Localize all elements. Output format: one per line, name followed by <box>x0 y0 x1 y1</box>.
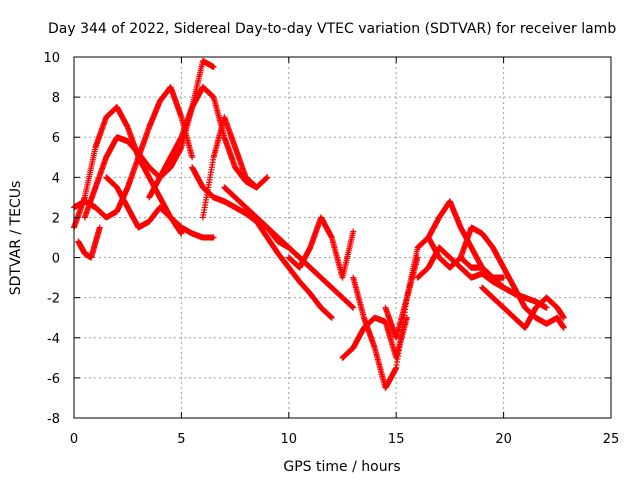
series-layer <box>71 58 567 391</box>
series-sat-j <box>221 184 357 311</box>
x-tick-label: 0 <box>70 432 78 447</box>
y-axis-label: SDTVAR / TECUs <box>8 181 24 296</box>
series-sat-e <box>75 224 103 261</box>
data-point <box>500 284 507 291</box>
y-tick-label: -8 <box>47 412 60 427</box>
x-tick-label: 10 <box>281 432 298 447</box>
y-tick-label: 10 <box>43 51 60 66</box>
series-sat-q <box>479 284 567 331</box>
data-point <box>210 64 217 71</box>
series-sat-k <box>285 214 357 281</box>
chart-title: Day 344 of 2022, Sidereal Day-to-day VTE… <box>48 21 616 37</box>
y-tick-label: 2 <box>52 211 60 226</box>
grid-layer <box>74 57 611 418</box>
y-tick-label: 4 <box>52 171 60 186</box>
data-point <box>210 234 217 241</box>
data-point <box>500 274 507 281</box>
data-point <box>560 324 567 331</box>
data-point <box>96 224 103 231</box>
data-point <box>189 154 196 161</box>
series-sat-p <box>457 224 567 331</box>
data-point <box>264 174 271 181</box>
x-tick-label: 20 <box>495 432 512 447</box>
data-point <box>350 228 357 235</box>
data-point <box>328 314 335 321</box>
y-tick-label: 6 <box>52 131 60 146</box>
series-sat-g <box>199 114 271 221</box>
x-tick-label: 15 <box>388 432 405 447</box>
data-point <box>178 230 185 237</box>
x-tick-label: 25 <box>603 432 620 447</box>
data-point <box>543 304 550 311</box>
y-tick-label: -6 <box>47 372 60 387</box>
y-tick-label: 8 <box>52 91 60 106</box>
y-tick-label: -2 <box>47 292 60 307</box>
data-point <box>560 314 567 321</box>
y-tick-label: 0 <box>52 252 60 267</box>
data-point <box>350 304 357 311</box>
x-axis-label: GPS time / hours <box>283 459 400 475</box>
plot-frame <box>73 56 612 419</box>
series-sat-r <box>414 244 507 291</box>
x-tick-label: 5 <box>177 432 185 447</box>
tick-layer: 0 5 10 15 20 25 -8 -6 -4 -2 0 2 4 6 8 10 <box>43 51 619 447</box>
y-tick-label: -4 <box>47 332 60 347</box>
series-sat-d <box>103 174 217 241</box>
series-sat-c <box>71 84 196 221</box>
